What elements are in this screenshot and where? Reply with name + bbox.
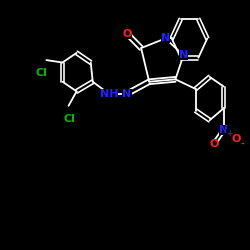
Text: N: N	[219, 125, 228, 135]
Text: +: +	[226, 129, 232, 138]
Text: NH: NH	[100, 89, 118, 99]
Text: N: N	[161, 34, 170, 43]
Text: O: O	[231, 134, 240, 144]
Text: O: O	[209, 139, 218, 149]
Text: O: O	[122, 29, 132, 39]
Text: Cl: Cl	[35, 68, 47, 78]
Text: N: N	[122, 89, 132, 99]
Text: N: N	[179, 50, 188, 60]
Text: -: -	[240, 140, 244, 149]
Text: Cl: Cl	[64, 114, 75, 124]
